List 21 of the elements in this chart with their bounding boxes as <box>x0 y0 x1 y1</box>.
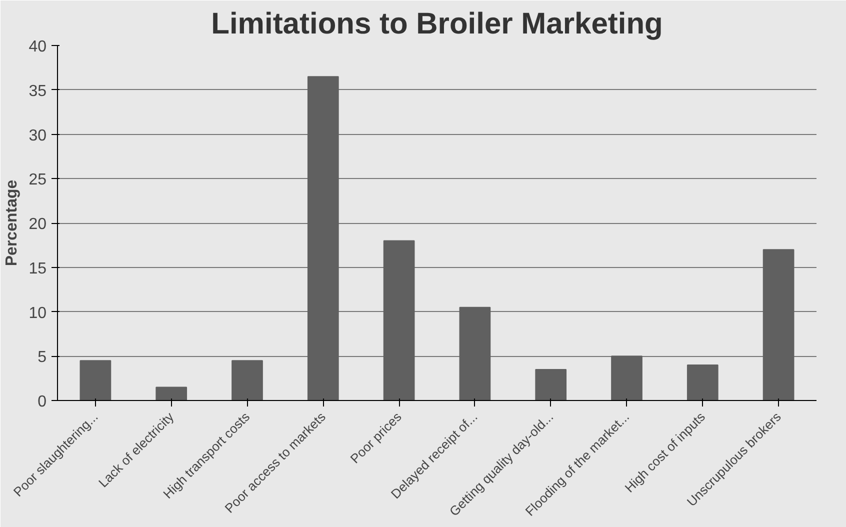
bar <box>611 356 642 400</box>
y-tick-label: 10 <box>28 304 47 322</box>
y-tick-label: 20 <box>28 216 47 233</box>
y-tick-label: 30 <box>28 127 47 144</box>
bar <box>80 360 112 400</box>
y-tick-label: 35 <box>28 82 47 100</box>
y-tick-label: 0 <box>38 394 47 410</box>
bar <box>232 360 263 400</box>
bar <box>156 386 188 400</box>
chart-title: Limitations to Broiler Marketing <box>211 8 663 40</box>
y-tick-label: 25 <box>28 172 47 189</box>
bar <box>307 76 339 400</box>
y-tick-label: 15 <box>28 260 47 278</box>
bar <box>459 306 491 400</box>
bar <box>686 364 718 400</box>
bar <box>535 368 567 400</box>
y-tick-label: 5 <box>38 349 47 366</box>
bar <box>762 249 794 400</box>
y-axis-title: Percentage <box>4 180 21 266</box>
bar <box>383 240 415 400</box>
y-tick-label: 40 <box>28 38 47 56</box>
